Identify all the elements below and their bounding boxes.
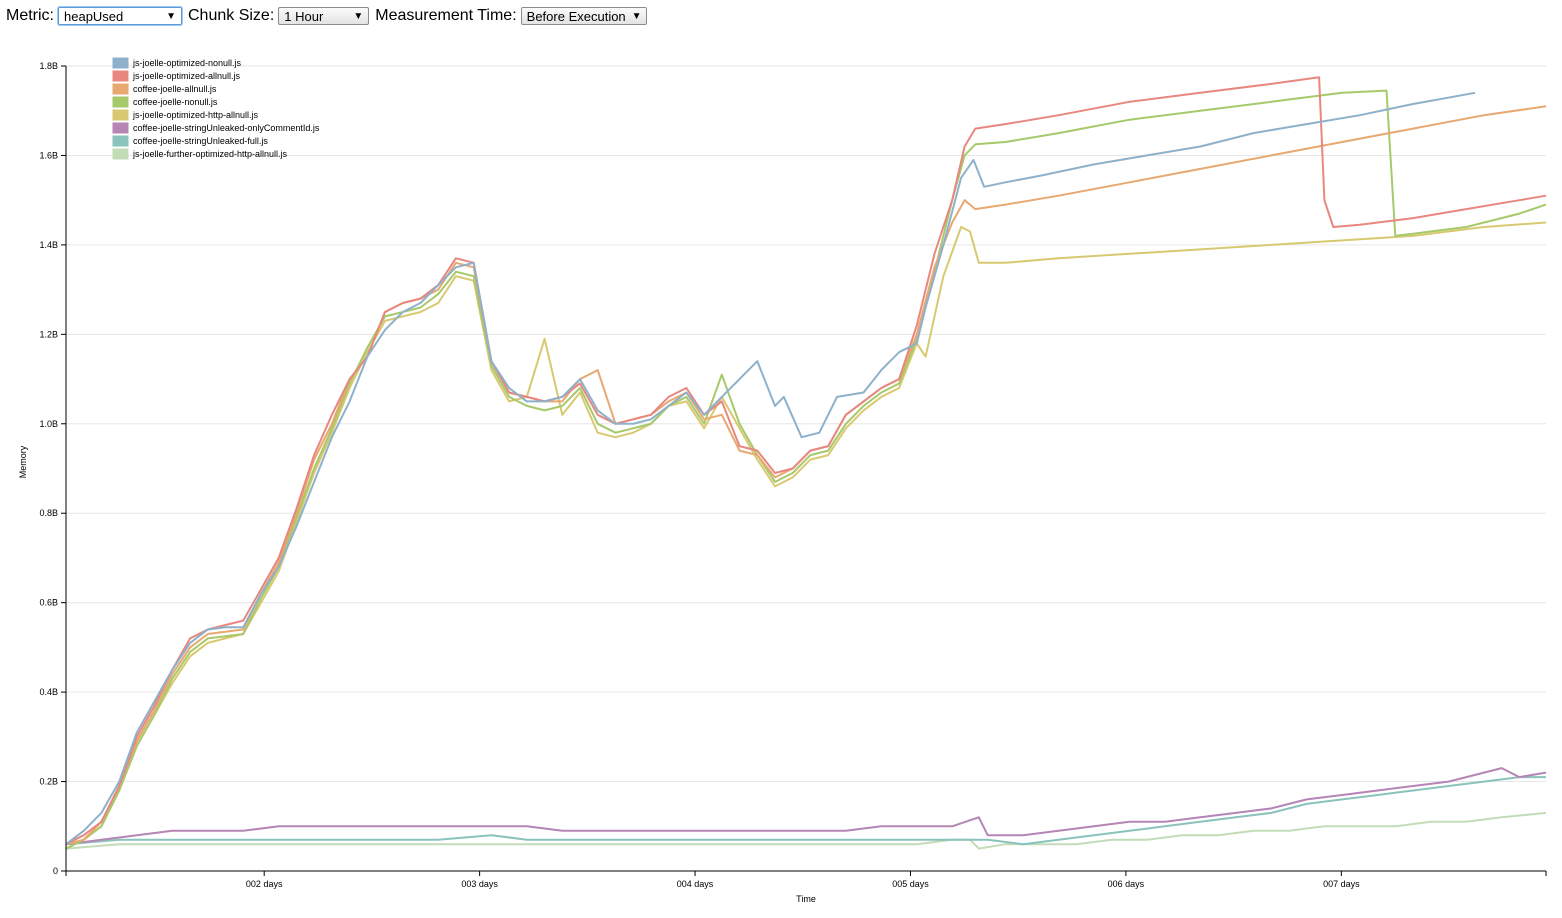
legend-swatch [112,148,129,160]
metric-label: Metric: [6,7,54,24]
series-line [65,776,1546,846]
triangle-down-icon: ▼ [166,10,176,22]
axes: 0 0.2B 0.4B 0.6B 0.8B 1.0B 1.2B 1.4B 1.6B 1.8B 002… [39,61,1547,889]
legend-label: js-joelle-further-optimized-http-allnull… [132,149,288,159]
y-tick-label: 1.2B [39,329,58,339]
metric-select-value: heapUsed [64,8,124,24]
series-line [65,76,1547,846]
legend-swatch [112,57,129,69]
chunk-size-select-value: 1 Hour [284,8,324,24]
measurement-time-select[interactable]: Before Execution ▼ [520,7,647,25]
series-line [65,767,1547,846]
y-gridlines [66,65,1546,783]
legend: js-joelle-optimized-nonull.js js-joelle-o… [112,57,320,160]
x-tick-label: 003 days [461,879,498,889]
legend-label: js-joelle-optimized-nonull.js [132,58,242,68]
x-tick-label: 006 days [1108,879,1145,889]
y-tick-label: 1.6B [39,150,58,160]
y-tick-label: 1.4B [39,240,58,250]
legend-label: coffee-joelle-nonull.js [133,97,218,107]
legend-label: js-joelle-optimized-http-allnull.js [132,110,259,120]
legend-label: coffee-joelle-allnull.js [133,84,217,94]
x-axis-title: Time [796,894,816,904]
measurement-time-label: Measurement Time: [375,7,517,24]
chart-controls: Metric: heapUsed ▼ Chunk Size: 1 Hour ▼ … [6,4,653,28]
legend-swatch [112,135,129,147]
y-tick-label: 0.8B [39,508,58,518]
x-tick-label: 005 days [892,879,929,889]
x-tick-label: 004 days [677,879,714,889]
series-line [65,89,1547,850]
y-tick-label: 0 [53,866,58,876]
x-tick-label: 007 days [1323,879,1360,889]
measurement-time-select-value: Before Execution [526,8,626,24]
y-tick-label: 1.0B [39,419,58,429]
y-tick-label: 0.4B [39,687,58,697]
legend-label: js-joelle-optimized-allnull.js [132,71,241,81]
y-tick-label: 0.2B [39,777,58,787]
legend-label: coffee-joelle-stringUnleaked-full.js [133,136,268,146]
chunk-size-label: Chunk Size: [188,7,275,24]
y-tick-label: 0.6B [39,598,58,608]
metric-select[interactable]: heapUsed ▼ [58,7,182,25]
y-axis-title: Memory [18,445,28,478]
legend-label: coffee-joelle-stringUnleaked-onlyComment… [133,123,320,133]
chunk-size-select[interactable]: 1 Hour ▼ [278,7,370,25]
legend-swatch [112,70,129,82]
x-tick-label: 002 days [246,879,283,889]
series-line [65,91,1476,845]
series-lines [65,76,1547,850]
legend-swatch [112,96,129,108]
triangle-down-icon: ▼ [631,10,642,22]
legend-swatch [112,122,129,134]
legend-swatch [112,109,129,121]
y-tick-label: 1.8B [39,61,58,71]
legend-swatch [112,83,129,95]
series-line [65,105,1547,846]
triangle-down-icon: ▼ [353,10,364,22]
